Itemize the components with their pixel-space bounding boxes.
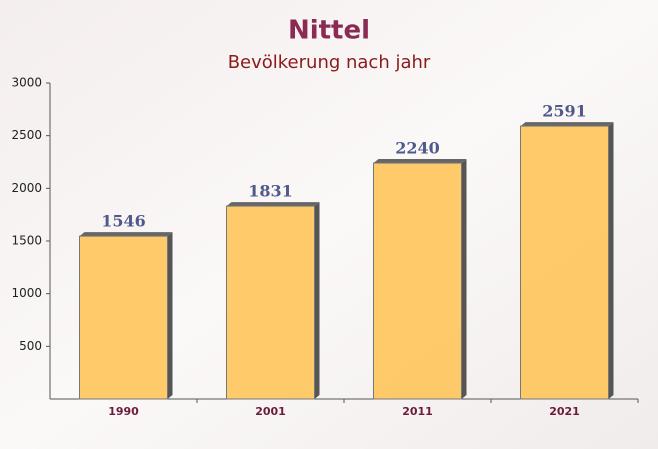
x-tick-label: 2011 <box>402 405 433 418</box>
bar-shadow <box>608 122 614 400</box>
bar-shadow <box>167 232 173 399</box>
chart-title: Nittel <box>288 16 370 46</box>
bar-shadow <box>461 159 467 399</box>
y-tick-label: 2500 <box>11 128 42 142</box>
bar <box>373 162 462 400</box>
bar-shadow <box>373 159 467 164</box>
data-label: 1831 <box>248 182 293 201</box>
x-tick-label: 2001 <box>255 405 286 418</box>
x-tick-label: 1990 <box>108 405 139 418</box>
x-tick-label: 2021 <box>549 405 580 418</box>
bar-shadow <box>520 122 614 127</box>
data-label: 2240 <box>395 139 440 158</box>
bar <box>226 205 315 400</box>
data-label: 1546 <box>101 212 146 231</box>
bar <box>520 125 609 400</box>
y-tick-label: 3000 <box>11 76 42 90</box>
bar <box>79 235 168 400</box>
bar-shadow <box>226 202 320 207</box>
bar-shadow <box>79 232 173 237</box>
y-tick-label: 1000 <box>11 286 42 300</box>
bar-shadow <box>314 202 320 399</box>
data-label: 2591 <box>542 102 587 121</box>
chart-subtitle: Bevölkerung nach jahr <box>228 52 431 73</box>
y-tick-label: 500 <box>19 339 42 353</box>
y-tick-label: 1500 <box>11 234 42 248</box>
y-tick-label: 2000 <box>11 181 42 195</box>
